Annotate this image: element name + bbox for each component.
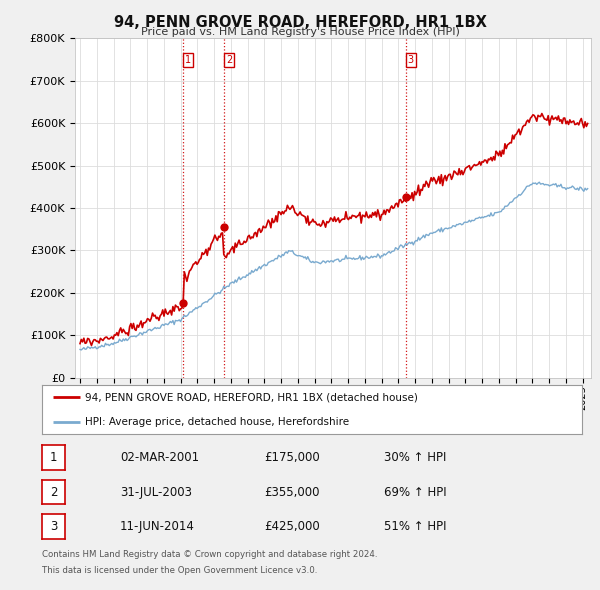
Text: £355,000: £355,000 [264,486,320,499]
Text: 2: 2 [226,55,232,65]
Text: 11-JUN-2014: 11-JUN-2014 [120,520,195,533]
Text: 51% ↑ HPI: 51% ↑ HPI [384,520,446,533]
Text: 31-JUL-2003: 31-JUL-2003 [120,486,192,499]
Text: HPI: Average price, detached house, Herefordshire: HPI: Average price, detached house, Here… [85,417,349,427]
Text: 02-MAR-2001: 02-MAR-2001 [120,451,199,464]
Text: 1: 1 [50,451,57,464]
Text: 3: 3 [408,55,414,65]
Text: 3: 3 [50,520,57,533]
Text: 2: 2 [50,486,57,499]
Text: 94, PENN GROVE ROAD, HEREFORD, HR1 1BX: 94, PENN GROVE ROAD, HEREFORD, HR1 1BX [113,15,487,30]
Text: This data is licensed under the Open Government Licence v3.0.: This data is licensed under the Open Gov… [42,566,317,575]
Text: 69% ↑ HPI: 69% ↑ HPI [384,486,446,499]
Text: £175,000: £175,000 [264,451,320,464]
Text: 1: 1 [185,55,191,65]
Text: 30% ↑ HPI: 30% ↑ HPI [384,451,446,464]
Text: Contains HM Land Registry data © Crown copyright and database right 2024.: Contains HM Land Registry data © Crown c… [42,550,377,559]
Text: 94, PENN GROVE ROAD, HEREFORD, HR1 1BX (detached house): 94, PENN GROVE ROAD, HEREFORD, HR1 1BX (… [85,392,418,402]
Text: £425,000: £425,000 [264,520,320,533]
Text: Price paid vs. HM Land Registry's House Price Index (HPI): Price paid vs. HM Land Registry's House … [140,27,460,37]
